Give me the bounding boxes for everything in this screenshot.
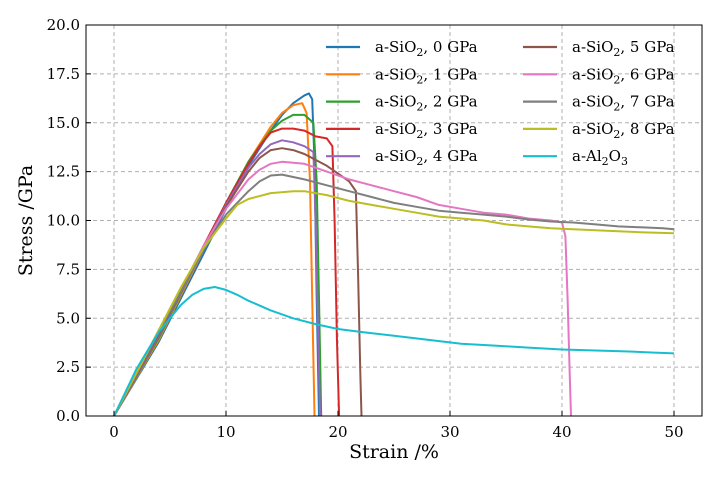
legend-label: a-SiO2, 7 GPa [572,93,675,114]
x-tick-label: 40 [552,423,571,441]
legend: a-SiO2, 0 GPa a-SiO2, 1 GPa a-SiO2, 2 GPa a… [326,38,675,168]
y-tick-label: 15.0 [47,114,80,132]
legend-label: a-SiO2, 4 GPa [375,147,478,168]
legend-label: a-SiO2, 5 GPa [572,38,675,59]
y-tick-label: 2.5 [56,358,80,376]
series-line [113,102,316,417]
y-tick-label: 10.0 [47,212,80,230]
y-tick-label: 5.0 [56,309,80,327]
legend-label: a-SiO2, 8 GPa [572,120,675,141]
x-tick-label: 50 [664,423,683,441]
x-tick-label: 10 [216,423,235,441]
legend-label: a-SiO2, 6 GPa [572,65,675,86]
series-line [113,173,675,417]
series-line [113,113,323,417]
legend-label: a-SiO2, 0 GPa [375,38,478,59]
legend-label: a-Al2O3 [572,147,628,168]
grid-layer [86,24,702,417]
y-tick-label: 7.5 [56,260,80,278]
tick-layer: 0 10 20 30 40 50 0.0 2.5 5.0 7.5 10.0 12.5 15.0 17.5 2… [47,16,684,441]
series-line [113,190,675,417]
x-tick-label: 30 [440,423,459,441]
y-tick-label: 20.0 [47,16,80,34]
x-axis-title: Strain /% [349,441,439,463]
series-line [113,286,675,417]
x-tick-label: 0 [109,423,119,441]
y-tick-label: 0.0 [56,407,80,425]
series-layer [113,92,675,417]
y-axis-title: Stress /GPa [15,165,37,276]
series-line [113,147,363,417]
legend-label: a-SiO2, 2 GPa [375,93,478,114]
legend-label: a-SiO2, 1 GPa [375,65,478,86]
y-tick-label: 17.5 [47,65,80,83]
legend-label: a-SiO2, 3 GPa [375,120,478,141]
series-line [113,139,322,417]
y-tick-label: 12.5 [47,163,80,181]
x-tick-label: 20 [328,423,347,441]
